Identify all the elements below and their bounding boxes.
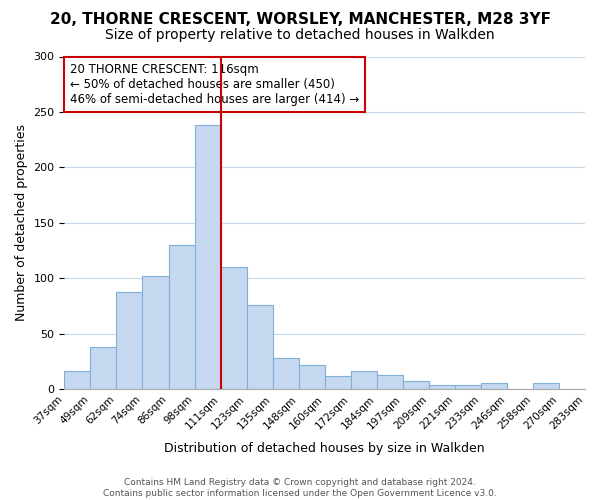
Bar: [351, 372, 377, 389]
Bar: [194, 126, 221, 389]
Bar: [91, 347, 116, 389]
Text: 20 THORNE CRESCENT: 116sqm
← 50% of detached houses are smaller (450)
46% of sem: 20 THORNE CRESCENT: 116sqm ← 50% of deta…: [70, 63, 359, 106]
Text: 20, THORNE CRESCENT, WORSLEY, MANCHESTER, M28 3YF: 20, THORNE CRESCENT, WORSLEY, MANCHESTER…: [49, 12, 551, 28]
Bar: [455, 384, 481, 389]
Text: Contains HM Land Registry data © Crown copyright and database right 2024.
Contai: Contains HM Land Registry data © Crown c…: [103, 478, 497, 498]
Bar: [142, 276, 169, 389]
Y-axis label: Number of detached properties: Number of detached properties: [15, 124, 28, 322]
Bar: [533, 382, 559, 389]
Bar: [481, 382, 507, 389]
X-axis label: Distribution of detached houses by size in Walkden: Distribution of detached houses by size …: [164, 442, 485, 455]
Bar: [247, 305, 272, 389]
Bar: [64, 372, 91, 389]
Bar: [272, 358, 299, 389]
Bar: [299, 365, 325, 389]
Bar: [169, 245, 194, 389]
Bar: [403, 382, 429, 389]
Bar: [377, 375, 403, 389]
Bar: [325, 376, 351, 389]
Bar: [429, 384, 455, 389]
Text: Size of property relative to detached houses in Walkden: Size of property relative to detached ho…: [105, 28, 495, 42]
Bar: [221, 267, 247, 389]
Bar: [116, 292, 142, 389]
